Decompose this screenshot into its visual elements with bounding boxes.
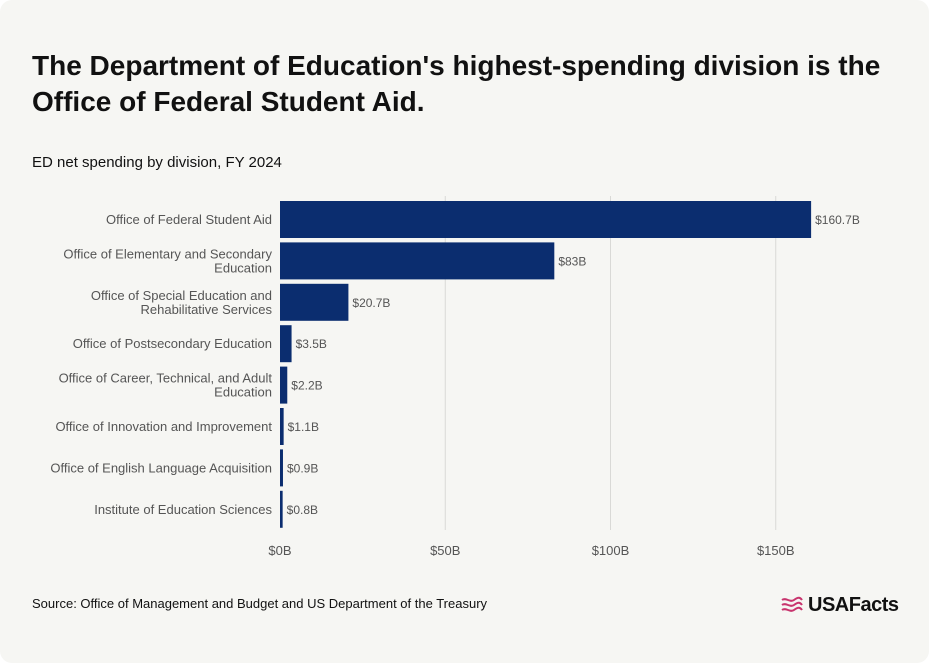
bar (280, 366, 288, 404)
x-tick-label: $100B (592, 543, 630, 558)
source-note: Source: Office of Management and Budget … (32, 596, 488, 611)
bar (280, 449, 283, 487)
category-label-line: Office of Federal Student Aid (106, 212, 272, 227)
category-label-line: Office of Career, Technical, and Adult (59, 371, 273, 386)
bar (280, 283, 349, 321)
category-label-line: Rehabilitative Services (140, 302, 272, 317)
x-tick-label: $0B (268, 543, 291, 558)
category-label: Office of Career, Technical, and Adult Ed… (59, 371, 273, 400)
x-tick-label: $150B (757, 543, 795, 558)
chart-title: The Department of Education's highest-sp… (32, 50, 881, 117)
category-label-line: Education (214, 385, 272, 400)
bar-chart: $0B $50B $100B $150B $160.7B Office of Federa… (50, 196, 860, 558)
category-label: Institute of Education Sciences (94, 502, 272, 517)
category-label: Office of Postsecondary Education (73, 336, 272, 351)
category-label: Office of Elementary and Secondary Educat… (63, 246, 272, 275)
category-label-line: Office of English Language Acquisition (50, 460, 272, 475)
bar-value-label: $0.8B (287, 503, 318, 517)
bar (280, 408, 284, 445)
bar-value-label: $2.2B (291, 379, 322, 393)
category-label-line: Office of Special Education and (91, 288, 272, 303)
usafacts-logo[interactable]: USAFacts (780, 592, 899, 618)
category-label: Office of Federal Student Aid (106, 212, 272, 227)
bar-value-label: $160.7B (815, 213, 860, 227)
category-label-line: Office of Elementary and Secondary (63, 246, 272, 261)
category-label-line: Education (214, 260, 272, 275)
category-label: Office of Special Education and Rehabilit… (91, 288, 273, 317)
category-label-line: Office of Innovation and Improvement (55, 419, 272, 434)
category-label: Office of English Language Acquisition (50, 460, 272, 475)
category-label-line: Office of Postsecondary Education (73, 336, 272, 351)
bar-value-label: $3.5B (296, 337, 327, 351)
bar (280, 242, 555, 280)
x-tick-label: $50B (430, 543, 460, 558)
bar-value-label: $20.7B (352, 296, 390, 310)
bar-value-label: $83B (558, 254, 586, 268)
flag-icon (781, 596, 803, 612)
bar-value-label: $0.9B (287, 461, 318, 475)
bar (280, 490, 283, 528)
brand-name: USAFacts (808, 593, 899, 616)
bar-value-label: $1.1B (288, 420, 319, 434)
chart-subtitle: ED net spending by division, FY 2024 (32, 154, 282, 171)
category-label: Office of Innovation and Improvement (55, 419, 272, 434)
bar (280, 201, 812, 238)
category-label-line: Institute of Education Sciences (94, 502, 272, 517)
bar (280, 325, 292, 363)
